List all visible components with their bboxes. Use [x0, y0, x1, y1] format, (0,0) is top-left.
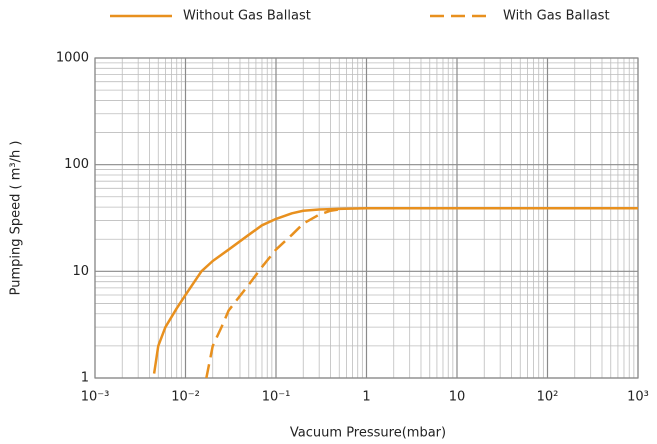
y-tick-label: 10 [72, 264, 89, 279]
x-tick-label: 10 [449, 390, 466, 405]
y-tick-label: 100 [64, 157, 89, 172]
x-tick-label: 1 [362, 390, 370, 405]
x-axis-label: Vacuum Pressure(mbar) [290, 426, 446, 441]
x-tick-label: 10⁻³ [81, 390, 110, 405]
x-tick-label: 10² [537, 390, 559, 405]
y-axis-label: Pumping Speed ( m³/h ) [9, 141, 24, 296]
series-line [205, 208, 340, 379]
y-tick-label: 1 [81, 371, 89, 386]
series-line [152, 207, 638, 374]
y-tick-label: 1000 [56, 51, 89, 66]
plot-frame [94, 57, 639, 379]
x-tick-label: 10⁻¹ [262, 390, 291, 405]
legend-label: Without Gas Ballast [183, 9, 311, 24]
x-tick-label: 10⁻² [171, 390, 200, 405]
x-tick-label: 10³ [627, 390, 649, 405]
legend-label: With Gas Ballast [503, 9, 610, 24]
